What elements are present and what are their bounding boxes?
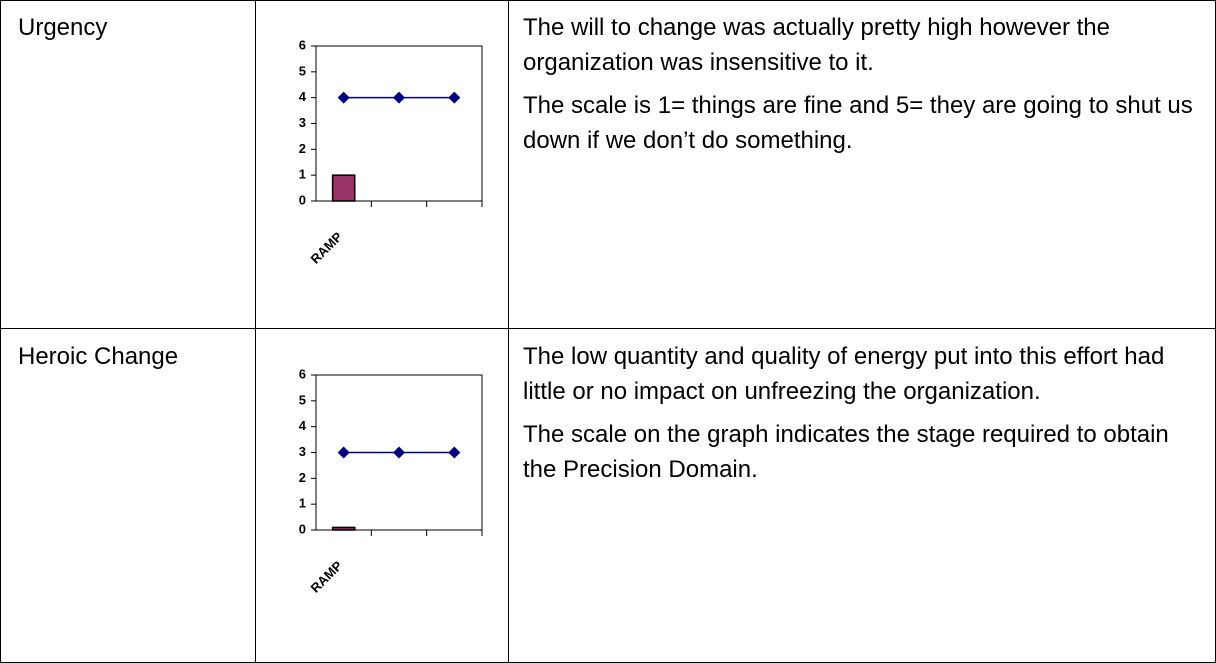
marker <box>337 446 350 459</box>
description: The will to change was actually pretty h… <box>509 0 1215 328</box>
border <box>255 0 256 663</box>
border <box>0 328 1216 329</box>
paragraph: The will to change was actually pretty h… <box>523 14 1110 76</box>
y-tick-label: 1 <box>299 167 306 182</box>
bar <box>331 174 356 202</box>
y-tick-label: 0 <box>299 192 306 207</box>
paragraph: The low quantity and quality of energy p… <box>523 343 1165 405</box>
chart: 0 1 2 3 4 5 6 RAMP <box>299 366 483 596</box>
y-tick-label: 3 <box>299 444 306 459</box>
y-tick-label: 6 <box>299 37 306 52</box>
x-tick-label: RAMP <box>308 558 346 596</box>
y-tick-label: 6 <box>299 366 306 381</box>
marker <box>448 446 461 459</box>
y-tick-label: 5 <box>299 63 306 78</box>
y-tick-label: 1 <box>299 496 306 511</box>
bar <box>331 526 356 531</box>
y-tick-label: 2 <box>299 141 306 156</box>
row-label: Heroic Change <box>18 343 179 370</box>
border <box>0 0 1 663</box>
border <box>0 0 1216 1</box>
description: The low quantity and quality of energy p… <box>509 329 1215 662</box>
y-tick-label: 4 <box>299 418 307 433</box>
y-tick-label: 0 <box>299 521 306 536</box>
marker <box>393 446 405 459</box>
y-tick-label: 5 <box>299 392 306 407</box>
y-tick-label: 4 <box>299 89 307 104</box>
paragraph: The scale on the graph indicates the sta… <box>523 421 1169 483</box>
x-tick-label: RAMP <box>308 229 346 267</box>
row-label: Urgency <box>18 14 108 41</box>
marker <box>448 91 461 104</box>
chart: 0 1 2 3 4 5 6 RAMP <box>299 37 483 267</box>
paragraph: The scale is 1= things are fine and 5= t… <box>523 92 1193 154</box>
y-tick-label: 3 <box>299 115 306 130</box>
marker <box>393 91 405 104</box>
marker <box>337 91 350 104</box>
border <box>508 0 509 663</box>
y-tick-label: 2 <box>299 470 306 485</box>
